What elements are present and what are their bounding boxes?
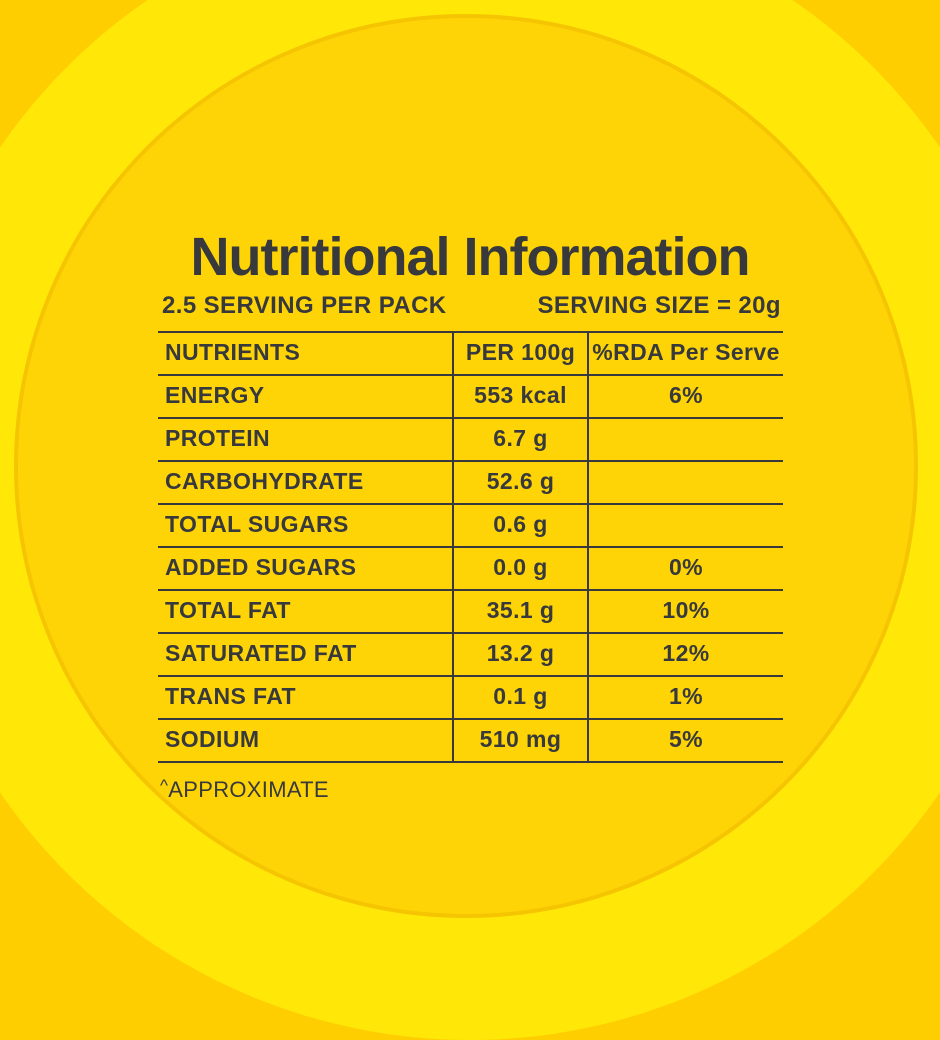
per-100g-cell: 0.6 g xyxy=(452,505,587,546)
per-100g-cell: 6.7 g xyxy=(452,419,587,460)
header-nutrients: NUTRIENTS xyxy=(165,339,301,365)
serving-info-row: 2.5 SERVING PER PACK SERVING SIZE = 20g xyxy=(158,292,783,320)
table-row: TOTAL SUGARS 0.6 g xyxy=(158,505,783,548)
nutrient-cell: SODIUM xyxy=(165,726,260,752)
nutrient-cell: ADDED SUGARS xyxy=(165,554,357,580)
rda-cell: 10% xyxy=(587,591,783,632)
nutrient-cell: PROTEIN xyxy=(165,425,271,451)
table-row: PROTEIN 6.7 g xyxy=(158,419,783,462)
nutrient-cell: SATURATED FAT xyxy=(165,640,357,666)
rda-cell: 1% xyxy=(587,677,783,718)
rda-cell xyxy=(587,462,783,503)
per-100g-cell: 52.6 g xyxy=(452,462,587,503)
per-100g-cell: 510 mg xyxy=(452,720,587,761)
background-inner-circle xyxy=(14,14,918,918)
table-row: ENERGY 553 kcal 6% xyxy=(158,376,783,419)
nutrient-cell: CARBOHYDRATE xyxy=(165,468,364,494)
per-100g-cell: 0.0 g xyxy=(452,548,587,589)
table-row: SODIUM 510 mg 5% xyxy=(158,720,783,763)
table-row: SATURATED FAT 13.2 g 12% xyxy=(158,634,783,677)
page-title: Nutritional Information xyxy=(190,227,751,288)
nutrition-table: NUTRIENTS PER 100g %RDA Per Serve ENERGY… xyxy=(158,331,783,763)
table-row: TRANS FAT 0.1 g 1% xyxy=(158,677,783,720)
table-body: ENERGY 553 kcal 6% PROTEIN 6.7 g CARBOHY… xyxy=(158,376,783,763)
per-100g-cell: 35.1 g xyxy=(452,591,587,632)
rda-cell xyxy=(587,419,783,460)
rda-cell: 12% xyxy=(587,634,783,675)
nutrition-panel: 2.5 SERVING PER PACK SERVING SIZE = 20g … xyxy=(158,292,783,803)
serving-size-label: SERVING SIZE = 20g xyxy=(537,292,781,319)
table-row: TOTAL FAT 35.1 g 10% xyxy=(158,591,783,634)
table-row: ADDED SUGARS 0.0 g 0% xyxy=(158,548,783,591)
footnote-text: APPROXIMATE xyxy=(168,777,329,802)
footnote-caret: ^ xyxy=(160,776,169,795)
per-100g-cell: 553 kcal xyxy=(452,376,587,417)
per-100g-cell: 0.1 g xyxy=(452,677,587,718)
table-row: CARBOHYDRATE 52.6 g xyxy=(158,462,783,505)
header-rda-per-serve: %RDA Per Serve xyxy=(587,333,783,374)
footnote: ^APPROXIMATE xyxy=(158,776,783,803)
table-header-row: NUTRIENTS PER 100g %RDA Per Serve xyxy=(158,333,783,376)
nutrient-cell: TOTAL FAT xyxy=(165,597,291,623)
nutrient-cell: TRANS FAT xyxy=(165,683,296,709)
header-per-100g: PER 100g xyxy=(452,333,587,374)
rda-cell: 0% xyxy=(587,548,783,589)
per-100g-cell: 13.2 g xyxy=(452,634,587,675)
rda-cell: 6% xyxy=(587,376,783,417)
rda-cell xyxy=(587,505,783,546)
rda-cell: 5% xyxy=(587,720,783,761)
nutrient-cell: TOTAL SUGARS xyxy=(165,511,349,537)
serving-per-pack-label: 2.5 SERVING PER PACK xyxy=(162,292,447,319)
nutrient-cell: ENERGY xyxy=(165,382,265,408)
